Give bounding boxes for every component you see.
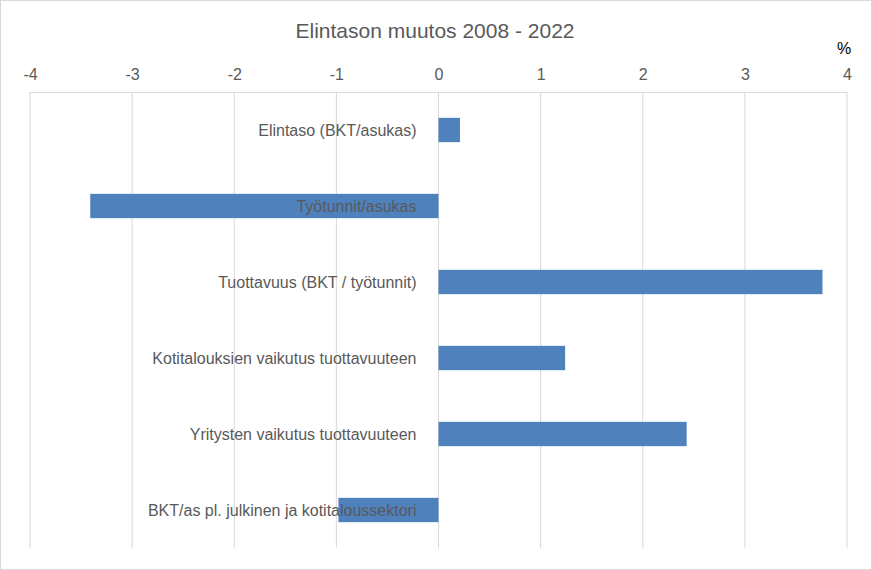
category-label: BKT/as pl. julkinen ja kotitaloussektori [148,502,417,519]
tick-label: -4 [23,66,37,83]
bar [439,270,823,294]
bars [90,118,822,522]
grid [30,92,847,548]
grid-line [642,92,643,548]
category-label: Tuottavuus (BKT / työtunnit) [218,274,416,291]
tick-label: 3 [741,66,750,83]
category-label: Työtunnit/asukas [296,198,416,215]
tick-label: 2 [639,66,648,83]
bar [90,194,438,218]
grid-line [132,92,133,548]
chart-border [1,1,872,570]
grid-line [744,92,745,548]
tick-label: 1 [537,66,546,83]
grid-line [540,92,541,548]
tick: -4 [23,66,37,92]
tick: -1 [330,66,344,92]
tick: 2 [639,66,648,92]
tick-label: 0 [435,66,444,83]
grid-line [234,92,235,548]
x-axis: -4 -3 -2 -1 0 1 2 3 4 [23,66,852,93]
category-label: Yritysten vaikutus tuottavuuteen [190,426,417,443]
tick-label: -1 [330,66,344,83]
axis-line [31,92,848,93]
tick: 1 [537,66,546,92]
tick: -2 [228,66,242,92]
tick: 4 [843,66,852,92]
grid-line [30,92,31,548]
plot: -4 -3 -2 -1 0 1 2 3 4 Elintaso (BKT/asukas) Työtun… [23,66,852,548]
grid-line [336,92,337,548]
tick: -3 [126,66,140,92]
tick-label: 4 [843,66,852,83]
bar [439,346,566,370]
axis-title: % [837,40,851,57]
title: Elintason muutos 2008 - 2022 [295,19,574,42]
category-label: Elintaso (BKT/asukas) [258,122,416,139]
category-label: Kotitalouksien vaikutus tuottavuuteen [152,350,416,367]
category-labels: Elintaso (BKT/asukas) Työtunnit/asukas Tuo… [148,122,417,519]
bar [439,422,687,446]
grid-line [438,92,439,548]
tick: 3 [741,66,750,92]
bar [439,118,460,142]
tick-label: -2 [228,66,242,83]
chart: -4 -3 -2 -1 0 1 2 3 4 Elintaso (BKT/asukas) Työtun… [0,0,872,570]
grid-line [847,92,848,548]
tick-label: -3 [126,66,140,83]
tick: 0 [435,66,444,92]
